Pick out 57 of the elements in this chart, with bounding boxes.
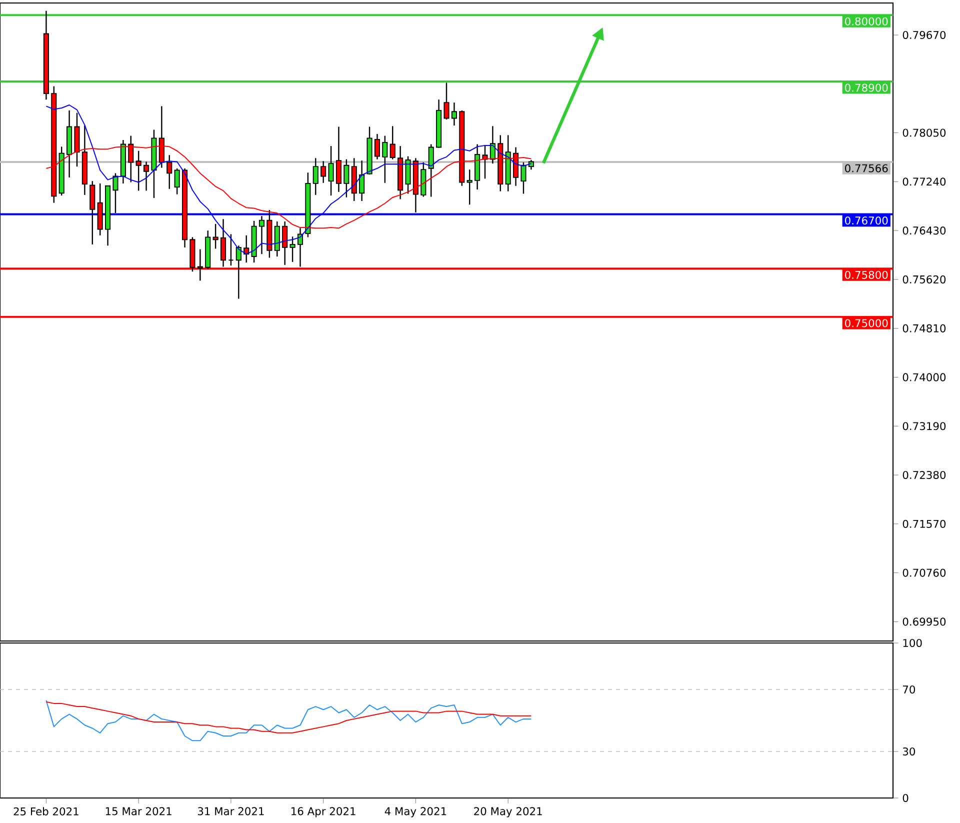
candlestick <box>258 215 265 255</box>
y-tick-label: 0.71570 <box>902 520 946 528</box>
x-tick-label: 15 Mar 2021 <box>106 807 172 816</box>
candlestick <box>143 161 150 192</box>
line-series <box>46 700 532 742</box>
ref-line-label: 0.75000 <box>845 319 888 328</box>
y-tick-label: 100 <box>903 638 922 648</box>
y-tick-label: 0.75620 <box>902 275 946 284</box>
y-tick-label: 0.69950 <box>902 618 946 626</box>
candlestick <box>174 168 180 195</box>
candlestick <box>136 150 142 192</box>
candlestick <box>428 144 434 198</box>
y-tick-label: 0.73190 <box>902 422 946 430</box>
candlestick <box>451 102 457 126</box>
candlestick <box>290 236 296 263</box>
candlestick <box>520 162 526 194</box>
y-tick-label: 0.77240 <box>902 178 946 186</box>
candlestick <box>382 135 388 184</box>
y-tick-label: 30 <box>902 747 916 756</box>
ref-line-label: 0.77566 <box>845 164 888 172</box>
y-tick-label: 0.79670 <box>902 30 946 40</box>
y-tick-label: 0.74000 <box>902 373 946 382</box>
ref-line-label: 0.76700 <box>845 216 888 225</box>
ref-line-label: 0.78900 <box>845 84 888 92</box>
candlestick <box>320 160 326 184</box>
candlestick <box>112 172 118 214</box>
candlestick <box>336 126 342 193</box>
y-tick-label: 0.70760 <box>902 568 946 577</box>
candlestick <box>297 228 304 268</box>
x-tick-label: 25 Feb 2021 <box>14 807 78 816</box>
candlestick <box>212 223 218 250</box>
candlestick <box>528 159 534 170</box>
candlestick <box>282 220 288 266</box>
candlestick <box>328 145 334 196</box>
candlestick <box>444 82 450 120</box>
x-tick-label: 16 Apr 2021 <box>292 807 356 818</box>
ref-line-label: 0.75800 <box>845 270 888 279</box>
candlestick <box>228 234 234 266</box>
ref-line-label: 0.80000 <box>845 17 888 26</box>
candlestick <box>344 158 350 198</box>
y-tick-label: 0.72380 <box>902 470 946 480</box>
y-tick-label: 70 <box>903 685 916 694</box>
x-tick-label: 4 May 2021 <box>384 807 446 818</box>
x-tick-label: 20 May 2021 <box>474 807 542 818</box>
x-tick-label: 31 Mar 2021 <box>198 807 264 816</box>
candlestick <box>390 126 396 160</box>
y-tick-label: 0 <box>902 794 908 802</box>
candlestick <box>490 126 496 164</box>
candlestick <box>374 133 380 160</box>
candlestick <box>312 158 318 196</box>
y-tick-label: 0.74810 <box>902 324 946 332</box>
candlestick <box>166 154 172 190</box>
candlestick <box>466 168 472 206</box>
candlestick <box>359 160 365 202</box>
y-tick-label: 0.76430 <box>902 226 946 235</box>
y-tick-label: 0.78050 <box>902 128 946 137</box>
candlestick <box>236 245 242 300</box>
